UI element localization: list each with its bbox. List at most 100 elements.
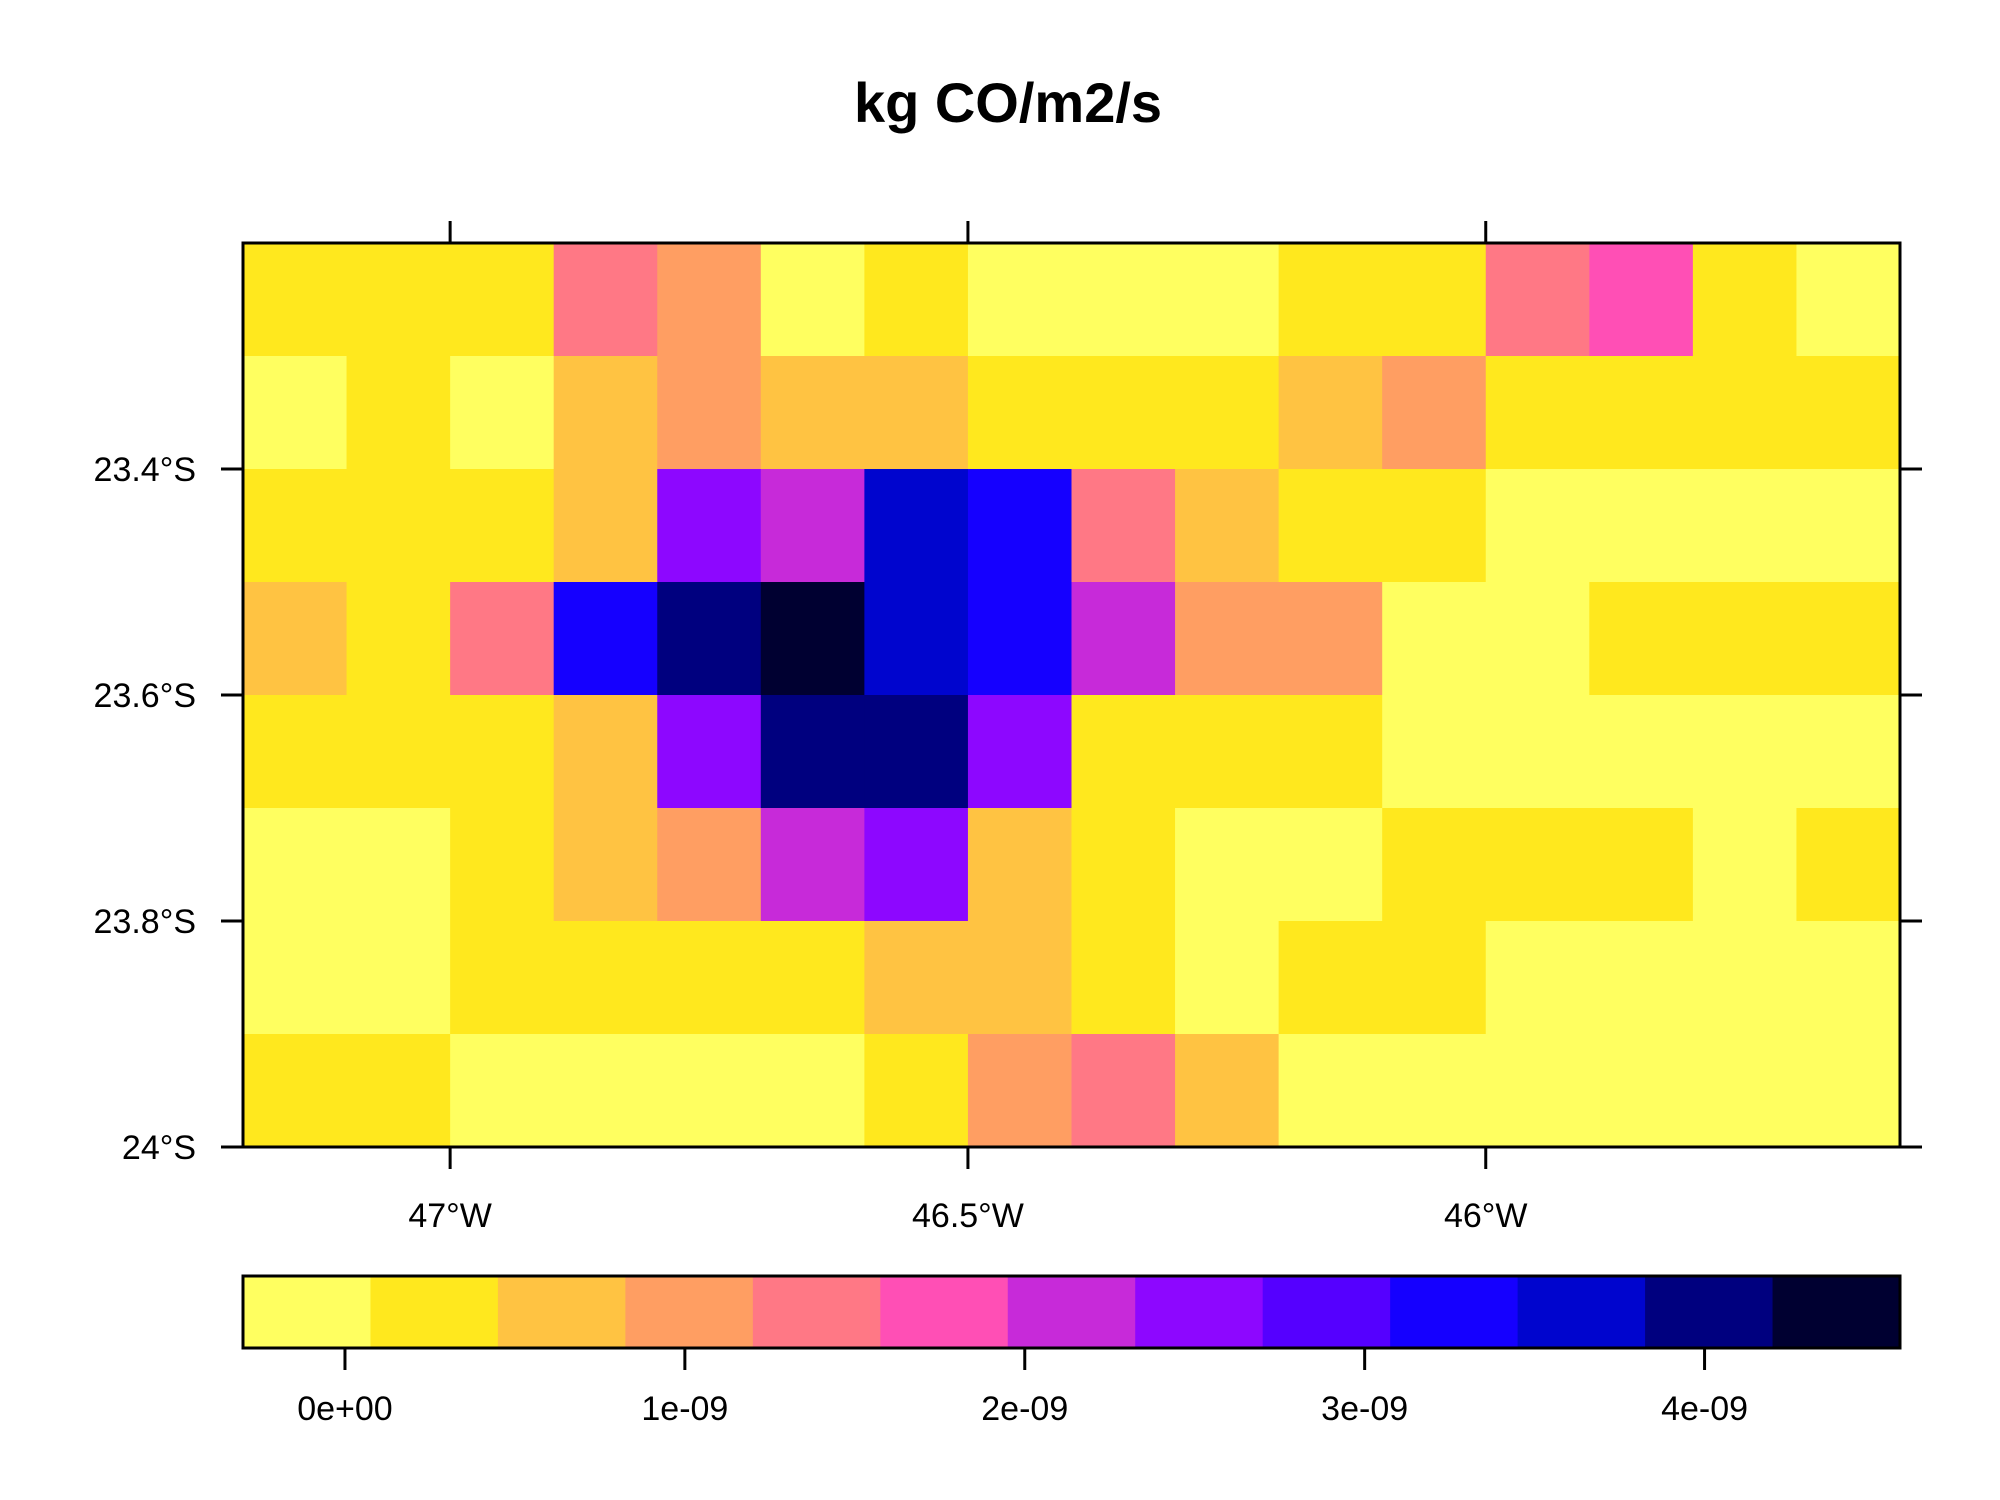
heatmap-cell — [1278, 356, 1383, 470]
colorbar-tick-label: 4e-09 — [1661, 1390, 1748, 1428]
heatmap-cell — [346, 921, 451, 1035]
heatmap-cell — [553, 695, 658, 809]
heatmap-cell — [1382, 243, 1487, 357]
heatmap-cell — [450, 1034, 555, 1148]
axes: 47°W 46.5°W 46°W 23.4°S 23.6°S 23.8°S 24°S — [94, 221, 1922, 1235]
heatmap-cell — [346, 695, 451, 809]
colorbar: 0e+00 1e-09 2e-09 3e-09 4e-09 — [241, 1274, 1902, 1428]
heatmap-cell — [760, 356, 865, 470]
heatmap-cell — [967, 808, 1073, 922]
heatmap-cell — [243, 582, 348, 696]
heatmap-cell — [1796, 469, 1901, 583]
heatmap-cell — [1278, 695, 1383, 809]
heatmap-cell — [967, 1034, 1073, 1148]
heatmap-cell — [1692, 921, 1798, 1035]
heatmap-cell — [553, 469, 658, 583]
heatmap-cell — [1692, 469, 1798, 583]
heatmap-cell — [657, 243, 762, 357]
heatmap-cell — [1485, 695, 1590, 809]
heatmap-cell — [657, 356, 762, 470]
heatmap-cell — [1796, 356, 1901, 470]
heatmap-cell — [1796, 1034, 1901, 1148]
colorbar-swatch — [1007, 1276, 1136, 1348]
heatmap-cell — [1278, 243, 1383, 357]
heatmap-cell — [1071, 582, 1176, 696]
heatmap-cell — [1175, 921, 1280, 1035]
heatmap-cell — [760, 695, 865, 809]
colorbar-swatch — [1135, 1276, 1264, 1348]
heatmap-cell — [553, 243, 658, 357]
heatmap-cell — [450, 921, 555, 1035]
heatmap-cell — [1071, 921, 1176, 1035]
heatmap-cell — [243, 356, 348, 470]
heatmap-cell — [864, 582, 969, 696]
heatmap-cell — [1796, 695, 1901, 809]
heatmap-cell — [346, 808, 451, 922]
heatmap-cell — [553, 1034, 658, 1148]
heatmap-cell — [1589, 243, 1694, 357]
heatmap-cell — [450, 695, 555, 809]
heatmap-cell — [450, 243, 555, 357]
y-tick-label: 23.6°S — [94, 677, 196, 715]
heatmap-cell — [657, 808, 762, 922]
heatmap-cells — [243, 243, 1901, 1148]
colorbar-swatch — [880, 1276, 1009, 1348]
x-tick-label: 47°W — [408, 1197, 492, 1235]
heatmap-cell — [967, 695, 1073, 809]
heatmap-cell — [1175, 695, 1280, 809]
colorbar-tick-label: 1e-09 — [641, 1390, 728, 1428]
colorbar-swatch — [1262, 1276, 1391, 1348]
heatmap-cell — [1071, 695, 1176, 809]
heatmap-cell — [760, 808, 865, 922]
colorbar-swatch — [370, 1276, 499, 1348]
heatmap-cell — [1278, 469, 1383, 583]
heatmap-cell — [967, 582, 1073, 696]
heatmap-cell — [864, 356, 969, 470]
heatmap-cell — [864, 695, 969, 809]
chart-title: kg CO/m2/s — [854, 71, 1162, 134]
heatmap-cell — [1485, 356, 1590, 470]
heatmap-cell — [1589, 808, 1694, 922]
heatmap-cell — [1692, 582, 1798, 696]
heatmap-cell — [657, 582, 762, 696]
heatmap-cell — [760, 921, 865, 1035]
heatmap-cell — [1175, 243, 1280, 357]
heatmap-cell — [450, 356, 555, 470]
heatmap-cell — [1382, 921, 1487, 1035]
y-tick-label: 23.8°S — [94, 903, 196, 941]
heatmap-cell — [1278, 1034, 1383, 1148]
heatmap-cell — [864, 469, 969, 583]
heatmap-cell — [1485, 921, 1590, 1035]
colorbar-swatch — [1390, 1276, 1519, 1348]
heatmap-cell — [450, 582, 555, 696]
heatmap-cell — [346, 243, 451, 357]
heatmap-cell — [1796, 582, 1901, 696]
heatmap-cell — [1796, 921, 1901, 1035]
heatmap-cell — [864, 808, 969, 922]
heatmap-cell — [1692, 243, 1798, 357]
heatmap-cell — [1692, 356, 1798, 470]
heatmap-cell — [553, 921, 658, 1035]
heatmap-cell — [1071, 356, 1176, 470]
heatmap-cell — [243, 921, 348, 1035]
x-tick-label: 46°W — [1444, 1197, 1528, 1235]
heatmap-cell — [1485, 582, 1590, 696]
heatmap-cell — [657, 921, 762, 1035]
heatmap-cell — [967, 243, 1073, 357]
heatmap-cell — [1589, 1034, 1694, 1148]
heatmap-cell — [657, 1034, 762, 1148]
heatmap-cell — [1382, 808, 1487, 922]
heatmap-cell — [1589, 469, 1694, 583]
heatmap-cell — [864, 921, 969, 1035]
heatmap-cell — [553, 582, 658, 696]
heatmap-cell — [864, 243, 969, 357]
heatmap-cell — [243, 695, 348, 809]
colorbar-tick-label: 0e+00 — [297, 1390, 393, 1428]
heatmap-cell — [1589, 356, 1694, 470]
heatmap-cell — [243, 243, 348, 357]
heatmap-cell — [1382, 1034, 1487, 1148]
heatmap-cell — [1485, 469, 1590, 583]
y-tick-label: 24°S — [122, 1129, 196, 1167]
heatmap-cell — [1175, 582, 1280, 696]
